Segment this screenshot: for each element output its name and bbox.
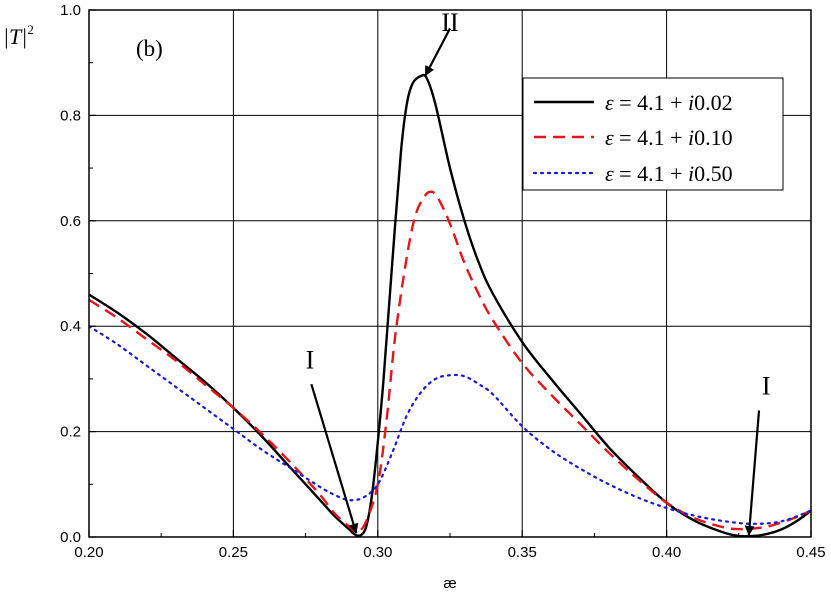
axis-ticks: [88, 9, 812, 538]
legend-label-3: ε = 4.1 + i0.50: [605, 161, 733, 186]
tick-labels: 0.20 0.25 0.30 0.35 0.40 0.45 0.0 0.2 0.4 0.6 0.8 1…: [60, 2, 825, 561]
y-tick-label: 0.0: [60, 529, 81, 546]
y-tick-label: 0.6: [60, 213, 81, 230]
y-tick-label: 0.2: [60, 424, 81, 441]
series-line-3: [89, 325, 811, 525]
x-tick-label: 0.30: [363, 544, 392, 561]
y-tick-label: 0.8: [60, 107, 81, 124]
x-tick-label: 0.25: [219, 544, 248, 561]
legend-label-2: ε = 4.1 + i0.10: [605, 125, 733, 150]
legend-imag-unit: i: [688, 125, 694, 150]
legend-symbol: ε: [605, 90, 614, 115]
series-line-2: [89, 190, 811, 534]
legend-middle: = 4.1 +: [614, 125, 688, 150]
annotation-arrow-2: [310, 383, 359, 534]
series-layer: [89, 73, 811, 537]
legend-value: 0.10: [694, 125, 733, 150]
y-tick-label: 1.0: [60, 2, 81, 19]
legend-value: 0.50: [694, 161, 733, 186]
annotation-arrow-3: [744, 410, 761, 536]
legend-imag-unit: i: [688, 90, 694, 115]
y-axis-label-text: |T|: [3, 24, 27, 49]
annotation-arrow-1: [424, 27, 451, 77]
legend: ε = 4.1 + i0.02ε = 4.1 + i0.10ε = 4.1 + …: [522, 77, 784, 191]
x-tick-label: 0.20: [74, 544, 103, 561]
x-tick-label: 0.40: [652, 544, 681, 561]
x-axis-label: æ: [443, 575, 456, 592]
y-axis-label: |T|2: [3, 22, 34, 49]
annotation-label-3: I: [762, 372, 771, 401]
annotation-label-1: II: [441, 8, 458, 37]
y-tick-label: 0.4: [60, 318, 81, 335]
legend-middle: = 4.1 +: [614, 161, 688, 186]
x-tick-label: 0.45: [796, 544, 825, 561]
legend-imag-unit: i: [688, 161, 694, 186]
legend-label-1: ε = 4.1 + i0.02: [605, 90, 733, 115]
annotation-label-2: I: [306, 345, 315, 374]
panel-label: (b): [136, 36, 163, 61]
y-axis-label-sup: 2: [27, 22, 34, 37]
legend-middle: = 4.1 +: [614, 90, 688, 115]
legend-symbol: ε: [605, 161, 614, 186]
legend-value: 0.02: [694, 90, 733, 115]
legend-symbol: ε: [605, 125, 614, 150]
legend-box: [522, 77, 784, 191]
x-tick-label: 0.35: [508, 544, 537, 561]
